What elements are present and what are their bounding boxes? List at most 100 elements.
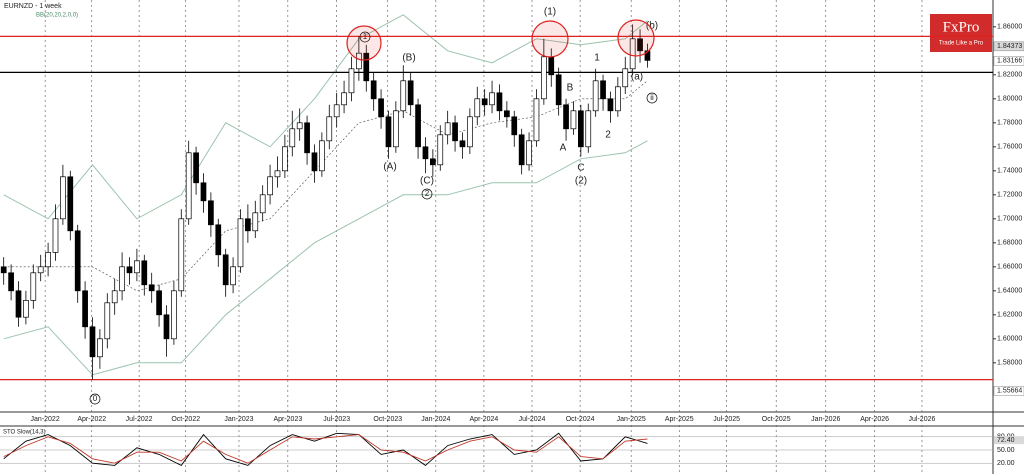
price-label-box bbox=[993, 41, 1024, 52]
wave-label: C bbox=[577, 163, 584, 174]
price-label-box bbox=[993, 56, 1024, 66]
candle-body bbox=[237, 218, 244, 268]
candle-body bbox=[637, 38, 643, 52]
wave-label: 2 bbox=[605, 130, 611, 141]
x-tick-label: Apr-2025 bbox=[665, 416, 694, 423]
candle-body bbox=[163, 314, 170, 340]
y-tick-label: 1.86000 bbox=[997, 24, 1022, 31]
candle-body bbox=[607, 98, 614, 112]
candle-body bbox=[259, 194, 266, 214]
candle-body bbox=[437, 134, 444, 166]
annotation-circle bbox=[421, 188, 433, 200]
y-tick-label: 1.60000 bbox=[997, 336, 1022, 343]
wave-label: A bbox=[560, 143, 567, 154]
candle-body bbox=[134, 260, 140, 274]
candle-body bbox=[23, 300, 29, 318]
candle-body bbox=[326, 116, 333, 142]
candle-body bbox=[526, 140, 532, 166]
candle-body bbox=[0, 266, 7, 274]
x-tick-label: Jan-2025 bbox=[617, 416, 646, 423]
y-tick-label: 1.76000 bbox=[997, 144, 1022, 151]
candle-body bbox=[52, 218, 59, 253]
x-tick-label: Jan-2026 bbox=[811, 416, 840, 423]
candle-body bbox=[171, 290, 177, 340]
x-tick-label: Apr-2023 bbox=[273, 416, 302, 423]
candle-body bbox=[156, 290, 162, 316]
x-tick-label: Jan-2023 bbox=[224, 416, 253, 423]
price-label: 1.84373 bbox=[997, 43, 1022, 50]
highlight-circle bbox=[617, 19, 655, 57]
chart-subtitle: BB(20,20,2,0,0) bbox=[36, 13, 78, 19]
candle-body bbox=[578, 110, 584, 148]
candle-body bbox=[311, 152, 318, 172]
wave-label: (C) bbox=[420, 176, 434, 187]
candle-body bbox=[267, 176, 273, 196]
candle-body bbox=[393, 110, 399, 148]
x-tick-label: Oct-2023 bbox=[373, 416, 402, 423]
wave-label: B bbox=[567, 83, 574, 94]
candle-body bbox=[74, 230, 81, 292]
candle-body bbox=[245, 218, 251, 232]
candle-body bbox=[67, 176, 74, 232]
candle-body bbox=[444, 122, 451, 136]
highlight-circle bbox=[531, 20, 569, 58]
wave-label: 1 bbox=[594, 53, 600, 64]
candle-body bbox=[496, 92, 503, 112]
candle-body bbox=[274, 170, 281, 178]
y-tick-label: 1.80000 bbox=[997, 96, 1022, 103]
annotation-circle bbox=[359, 31, 371, 43]
candle-body bbox=[422, 146, 429, 160]
candle-body bbox=[385, 116, 392, 148]
x-tick-label: Oct-2024 bbox=[566, 416, 595, 423]
candle-body bbox=[644, 50, 651, 61]
candle-body bbox=[407, 80, 414, 106]
y-tick-label: 1.78000 bbox=[997, 120, 1022, 127]
candle-body bbox=[400, 80, 407, 112]
candle-body bbox=[570, 110, 577, 130]
wave-label: ii bbox=[650, 93, 654, 102]
candle-body bbox=[185, 152, 192, 220]
candle-body bbox=[600, 80, 606, 100]
x-tick-label: Jul-2022 bbox=[126, 416, 153, 423]
candle-body bbox=[452, 122, 458, 142]
candle-body bbox=[430, 158, 436, 166]
bollinger-upper bbox=[3, 14, 648, 220]
candle-body bbox=[541, 56, 547, 100]
x-tick-label: Oct-2022 bbox=[171, 416, 200, 423]
highlight-circle bbox=[346, 25, 382, 61]
candle-body bbox=[37, 266, 44, 274]
sto-tick-label: 20.00 bbox=[997, 460, 1015, 467]
candle-body bbox=[126, 266, 133, 274]
price-label: 1.55664 bbox=[997, 388, 1022, 395]
x-tick-label: Jul-2024 bbox=[519, 416, 546, 423]
candle-body bbox=[119, 266, 125, 292]
x-tick-label: Apr-2026 bbox=[860, 416, 889, 423]
sto-current-box bbox=[994, 436, 1024, 445]
candle-body bbox=[533, 98, 540, 142]
candle-body bbox=[104, 302, 111, 340]
candle-body bbox=[592, 80, 599, 112]
candle-body bbox=[370, 80, 377, 100]
y-tick-label: 1.58000 bbox=[997, 360, 1022, 367]
x-tick-label: Apr-2024 bbox=[470, 416, 499, 423]
wave-label: (A) bbox=[383, 162, 396, 173]
sto-current-label: 72.40 bbox=[997, 437, 1015, 444]
sto-line bbox=[3, 432, 648, 466]
candle-body bbox=[629, 38, 636, 70]
candle-body bbox=[141, 260, 148, 286]
candle-body bbox=[504, 110, 510, 118]
logo-tagline: Trade Like a Pro bbox=[939, 41, 984, 47]
x-tick-label: Oct-2025 bbox=[762, 416, 791, 423]
candle-body bbox=[148, 284, 155, 292]
candle-body bbox=[230, 266, 236, 286]
candle-body bbox=[304, 122, 310, 154]
candle-body bbox=[481, 98, 488, 106]
candle-body bbox=[563, 104, 569, 130]
candle-body bbox=[489, 92, 495, 106]
candle-body bbox=[60, 176, 66, 220]
wave-label: 1 bbox=[363, 32, 368, 41]
candle-body bbox=[215, 224, 222, 256]
wave-label: (2) bbox=[575, 176, 587, 187]
